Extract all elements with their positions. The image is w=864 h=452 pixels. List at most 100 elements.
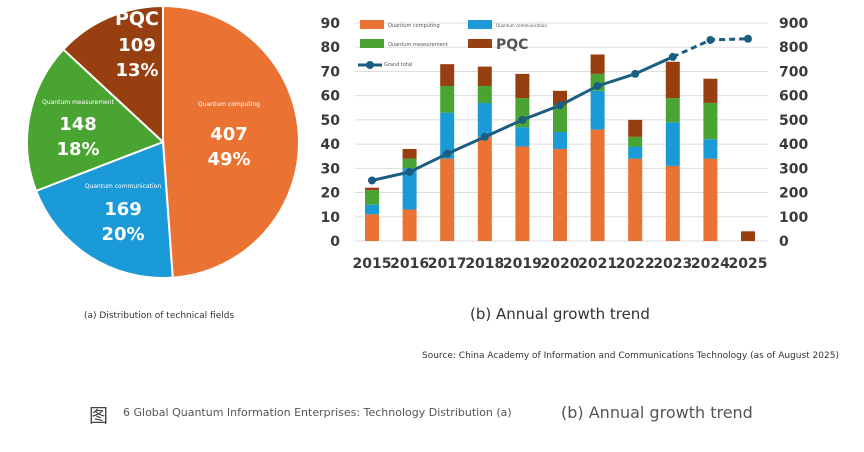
total-point: [443, 149, 452, 158]
y-right-tick-label: 0: [779, 234, 789, 250]
pie-slice-percent: 20%: [101, 224, 144, 245]
bar-segment: [628, 136, 643, 147]
pie-slice-value: 407: [210, 124, 248, 145]
legend-label: Grand total: [384, 62, 412, 68]
bar-segment: [665, 98, 680, 123]
pie-slice-percent: 49%: [207, 149, 250, 170]
bar-segment: [440, 158, 455, 241]
y-right-tick-label: 400: [779, 137, 808, 153]
y-right-tick-label: 800: [779, 40, 808, 56]
legend-swatch: [360, 20, 384, 29]
bar-segment: [665, 122, 680, 166]
pie-slice: [162, 4, 300, 279]
pie-slice-value: 109: [118, 35, 156, 56]
y-left-tick-label: 60: [321, 89, 341, 105]
pie-slice-label: Quantum computing: [198, 101, 260, 108]
bar-segment: [590, 129, 605, 241]
bar-segment: [477, 102, 492, 137]
bar-segment: [703, 102, 718, 140]
legend-label: Quantum computing: [388, 23, 440, 29]
total-point: [744, 34, 752, 43]
x-tick-label: 2020: [541, 256, 580, 272]
total-point: [556, 101, 564, 110]
bar-segment: [553, 148, 567, 241]
legend-swatch: [468, 20, 492, 29]
y-right-tick-label: 300: [779, 161, 808, 177]
total-point: [631, 69, 640, 78]
y-left-tick-label: 80: [321, 40, 341, 56]
bar-segment: [590, 54, 605, 74]
x-tick-label: 2016: [390, 256, 429, 272]
bar-segment: [628, 146, 643, 159]
y-right-tick-label: 200: [779, 186, 808, 202]
y-right-tick-label: 100: [779, 210, 808, 226]
pie-chart: Quantum computing 407 49% Quantum communica…: [26, 4, 300, 279]
bar-segment: [477, 66, 492, 86]
legend-swatch: [468, 39, 492, 48]
bar-segment: [628, 158, 643, 241]
y-left-tick-label: 70: [321, 64, 341, 80]
y-right-tick-label: 500: [779, 113, 808, 129]
pie-slice-label: Quantum communication: [85, 183, 162, 190]
bar-segment: [665, 165, 680, 241]
bar-segment: [515, 127, 530, 147]
x-tick-label: 2021: [578, 256, 617, 272]
pie-slice-percent: 13%: [115, 60, 158, 81]
bar-caption: (b) Annual growth trend: [470, 305, 650, 323]
pie-caption: (a) Distribution of technical fields: [84, 311, 235, 321]
bar-segment: [703, 158, 718, 241]
bar-segment: [553, 132, 567, 149]
legend-label: Quantum measurement: [388, 42, 448, 48]
y-left-tick-label: 30: [321, 161, 341, 177]
x-tick-label: 2024: [691, 256, 730, 272]
bar-segment: [553, 105, 567, 132]
total-point: [405, 167, 414, 176]
y-left-tick-label: 90: [321, 16, 341, 32]
x-tick-label: 2022: [616, 256, 655, 272]
bar-segment: [365, 187, 379, 191]
bar-segment: [440, 64, 455, 86]
x-tick-label: 2018: [465, 256, 504, 272]
bar-segment: [590, 90, 605, 130]
bar-segment: [477, 136, 492, 241]
legend-label: PQC: [496, 37, 528, 53]
pie-slice-percent: 18%: [56, 139, 99, 160]
bar-segment: [477, 85, 492, 103]
y-left-tick-label: 20: [321, 186, 341, 202]
total-point: [706, 35, 715, 44]
pie-slice-label: Quantum measurement: [42, 99, 114, 106]
total-point: [518, 115, 527, 124]
pie-slice-value: 148: [59, 114, 97, 135]
total-point: [668, 52, 677, 61]
pie-slice: [34, 140, 174, 279]
x-tick-label: 2025: [729, 256, 768, 272]
bar-segment: [515, 73, 530, 99]
y-left-tick-label: 0: [330, 234, 340, 250]
total-point: [368, 176, 376, 185]
x-tick-label: 2015: [353, 256, 392, 272]
y-right-tick-label: 600: [779, 89, 808, 105]
figure-title-b: (b) Annual growth trend: [561, 403, 753, 422]
y-left-tick-label: 50: [321, 113, 341, 129]
total-point: [593, 81, 602, 90]
bar-segment: [402, 209, 417, 241]
x-tick-label: 2017: [428, 256, 467, 272]
bar-segment: [665, 61, 680, 99]
figure-title: 6 Global Quantum Information Enterprises…: [123, 406, 512, 419]
bar-segment: [703, 78, 718, 103]
bar-segment: [440, 85, 455, 113]
legend-line-marker: [366, 61, 374, 69]
pie-slice: [26, 48, 165, 193]
source-note: Source: China Academy of Information and…: [422, 351, 839, 361]
bar-segment: [515, 146, 530, 241]
legend-swatch: [360, 39, 384, 48]
bar-segment: [741, 231, 755, 241]
pie-slice-value: 169: [104, 199, 142, 220]
bar-segment: [365, 214, 379, 241]
bar-segment: [440, 112, 455, 159]
pie-slice-label: PQC: [115, 8, 159, 30]
bar-segment: [402, 158, 417, 169]
bar-segment: [628, 119, 643, 137]
y-right-tick-label: 900: [779, 16, 808, 32]
